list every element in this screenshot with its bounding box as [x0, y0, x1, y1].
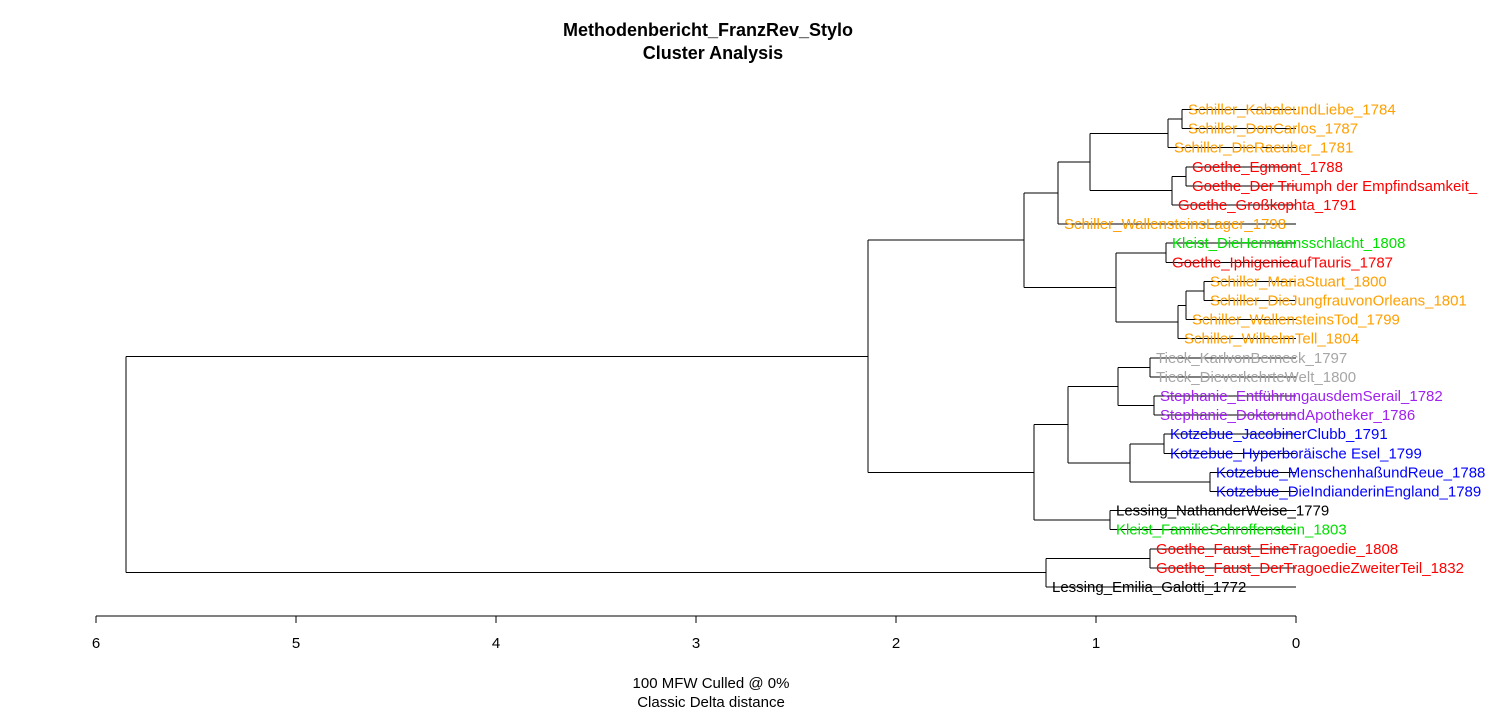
chart-subtitle: Cluster Analysis [643, 43, 783, 63]
leaf-label: Goethe_IphigenieaufTauris_1787 [1172, 254, 1393, 271]
x-axis-label-mfw: 100 MFW Culled @ 0% [633, 675, 790, 692]
leaf-label: Kleist_DieHermannsschlacht_1808 [1172, 235, 1405, 252]
leaf-label: Kotzebue_Hyperboräische Esel_1799 [1170, 445, 1422, 462]
x-tick-label: 5 [292, 635, 300, 652]
leaf-label: Schiller_KabaleundLiebe_1784 [1188, 102, 1396, 119]
leaf-label: Goethe_Faust_DerTragoedieZweiterTeil_183… [1156, 560, 1464, 577]
x-tick-label: 4 [492, 635, 500, 652]
leaf-label: Schiller_WilhelmTell_1804 [1184, 331, 1359, 348]
leaf-labels: Schiller_KabaleundLiebe_1784 Schiller_Don… [1052, 102, 1485, 597]
leaf-label: Goethe_Egmont_1788 [1192, 159, 1343, 176]
leaf-label: Schiller_WallensteinsTod_1799 [1192, 312, 1400, 329]
leaf-label: Schiller_WallensteinsLager_1798 [1064, 216, 1286, 233]
x-tick-label: 6 [92, 635, 100, 652]
leaf-label: Schiller_MariaStuart_1800 [1210, 273, 1387, 290]
leaf-label: Stephanie_EntführungausdemSerail_1782 [1160, 388, 1443, 405]
leaf-label: Schiller_DieRaeuber_1781 [1174, 140, 1353, 157]
leaf-label: Tieck_KarlvonBerneck_1797 [1156, 350, 1347, 367]
leaf-label: Goethe_Faust_EineTragoedie_1808 [1156, 541, 1398, 558]
leaf-label: Goethe_Großkophta_1791 [1178, 197, 1356, 214]
leaf-label: Lessing_Emilia_Galotti_1772 [1052, 579, 1246, 596]
x-tick-label: 1 [1092, 635, 1100, 652]
chart-title: Methodenbericht_FranzRev_Stylo [563, 20, 853, 40]
x-axis-label-distance: Classic Delta distance [637, 694, 785, 711]
leaf-label: Kleist_FamilieSchroffenstein_1803 [1116, 522, 1347, 539]
leaf-label: Stephanie_DoktorundApotheker_1786 [1160, 407, 1415, 424]
leaf-label: Kotzebue_JacobinerClubb_1791 [1170, 426, 1388, 443]
leaf-label: Tieck_DieverkehrteWelt_1800 [1156, 369, 1356, 386]
dendrogram-branches [125, 109, 1296, 588]
leaf-label: Schiller_DieJungfrauvonOrleans_1801 [1210, 293, 1467, 310]
x-axis: 6 5 4 3 2 1 0 [92, 615, 1300, 652]
x-tick-label: 3 [692, 635, 700, 652]
x-tick-label: 2 [892, 635, 900, 652]
leaf-label: Goethe_Der Triumph der Empfindsamkeit_ [1192, 178, 1478, 195]
leaf-label: Lessing_NathanderWeise_1779 [1116, 503, 1329, 520]
leaf-label: Kotzebue_DieIndianderinEngland_1789 [1216, 484, 1481, 501]
leaf-label: Kotzebue_MenschenhaßundReue_1788 [1216, 464, 1485, 481]
leaf-label: Schiller_DonCarlos_1787 [1188, 121, 1358, 138]
x-tick-label: 0 [1292, 635, 1300, 652]
